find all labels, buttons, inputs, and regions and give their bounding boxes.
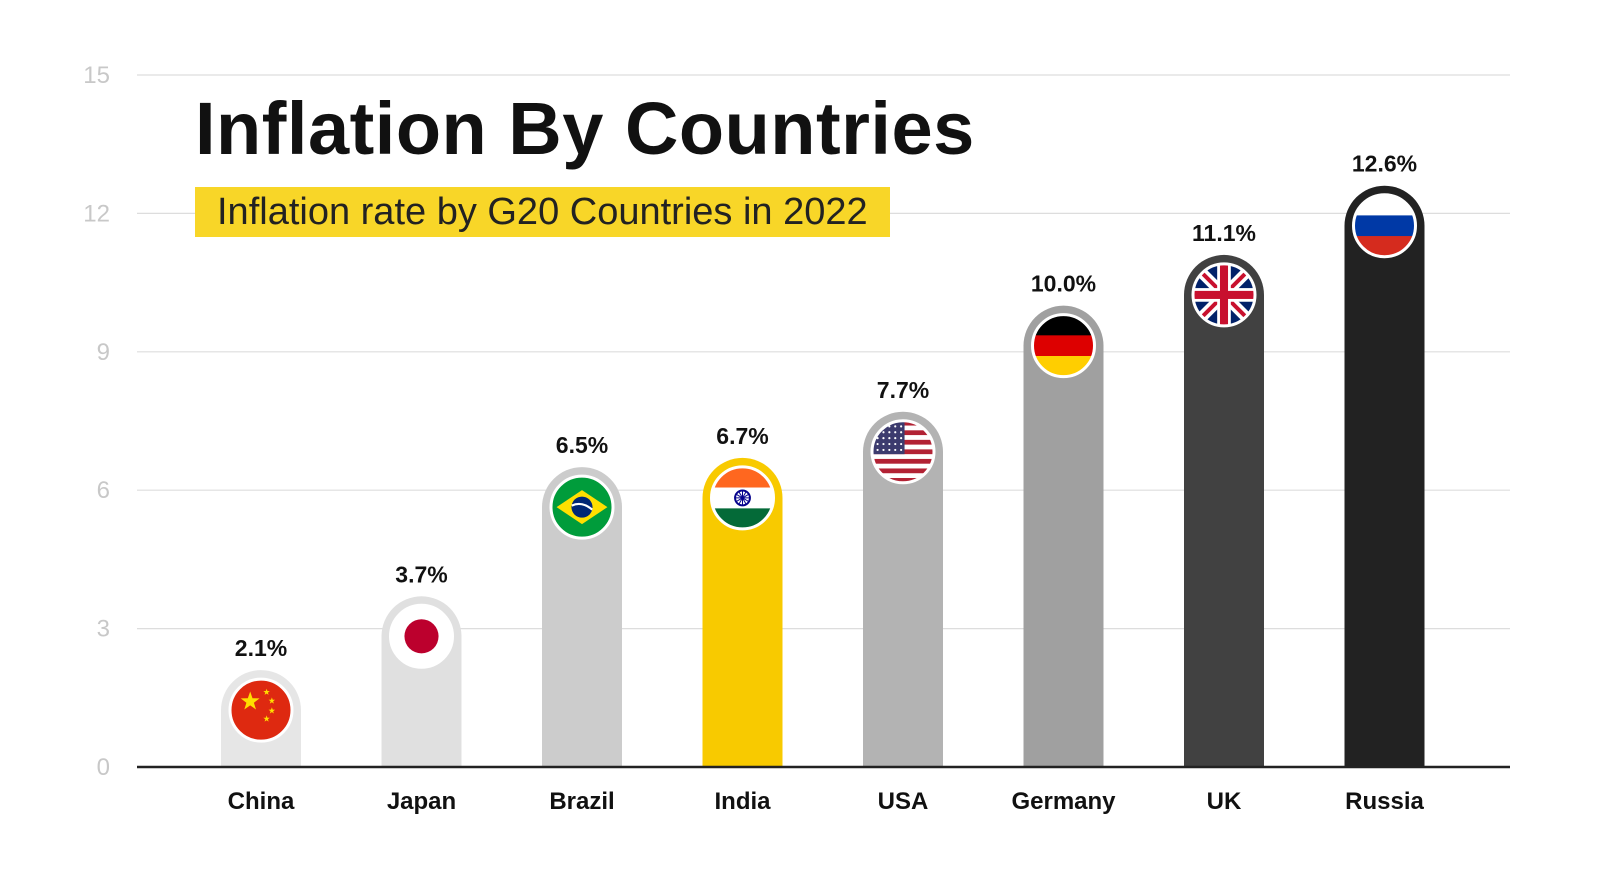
y-tick-label: 15	[83, 62, 110, 89]
value-label: 7.7%	[877, 377, 929, 403]
bar-group-usa: 7.7% USA	[863, 377, 943, 815]
usa-flag-icon	[870, 419, 936, 485]
bar-group-brazil: 6.5% Brazil	[542, 432, 622, 815]
india-flag-icon	[710, 465, 775, 531]
bar-group-russia: 12.6% Russia	[1344, 151, 1425, 815]
y-tick-label: 6	[97, 477, 110, 504]
y-tick-labels: 0 3 6 9 12 15	[83, 62, 110, 781]
category-label: Germany	[1011, 788, 1116, 815]
bars: 2.1% China 3.7% Japan 6.5% Brazil 6.7% India 7.7…	[221, 151, 1425, 815]
chart-title: Inflation By Countries	[195, 87, 975, 170]
category-label: Russia	[1345, 788, 1424, 815]
subtitle-highlight: Inflation rate by G20 Countries in 2022	[195, 187, 890, 237]
bar-brazil	[542, 467, 622, 767]
value-label: 11.1%	[1192, 220, 1256, 246]
category-label: USA	[878, 788, 929, 815]
bar-germany	[1023, 305, 1104, 767]
y-tick-label: 3	[97, 616, 110, 643]
value-label: 12.6%	[1352, 151, 1417, 177]
value-label: 6.5%	[556, 432, 608, 458]
category-label: Japan	[387, 788, 456, 815]
bar-russia	[1344, 185, 1425, 768]
brazil-flag-icon	[549, 474, 615, 540]
bar-india	[702, 457, 783, 767]
russia-flag-icon	[1352, 193, 1417, 259]
bar-usa	[863, 411, 943, 767]
japan-flag-icon	[389, 603, 454, 669]
value-label: 2.1%	[235, 635, 287, 661]
value-label: 10.0%	[1031, 271, 1096, 297]
chart-subtitle: Inflation rate by G20 Countries in 2022	[217, 191, 868, 233]
bar-group-india: 6.7% India	[702, 423, 783, 815]
category-label: China	[228, 788, 295, 815]
category-label: UK	[1207, 788, 1242, 815]
value-label: 3.7%	[395, 561, 447, 587]
bar-group-uk: 11.1% UK	[1184, 220, 1264, 815]
category-label: Brazil	[549, 788, 614, 815]
germany-flag-icon	[1031, 313, 1096, 379]
bar-group-china: 2.1% China	[221, 635, 301, 815]
china-flag-icon	[228, 677, 294, 743]
y-tick-label: 12	[83, 200, 110, 227]
y-tick-label: 0	[97, 754, 110, 781]
bar-group-germany: 10.0% Germany	[1011, 271, 1116, 815]
bar-uk	[1184, 254, 1264, 767]
bar-group-japan: 3.7% Japan	[381, 561, 462, 815]
y-tick-label: 9	[97, 339, 110, 366]
uk-flag-icon	[1191, 262, 1257, 328]
category-label: India	[714, 788, 771, 815]
value-label: 6.7%	[716, 423, 768, 449]
